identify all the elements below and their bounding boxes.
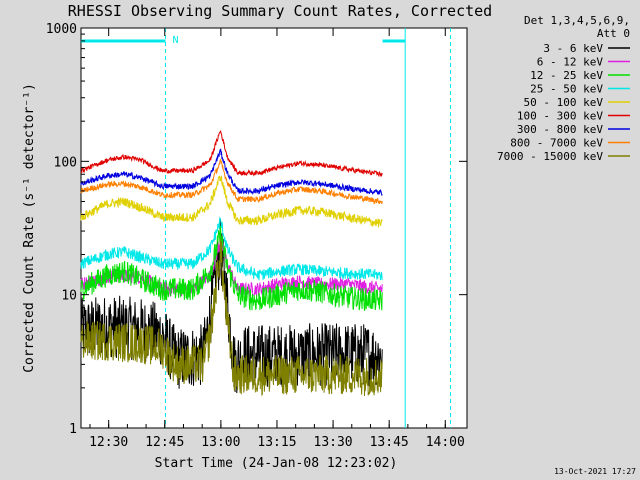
series-line-800-7000keV — [80, 158, 383, 205]
footer-timestamp: 13-Oct-2021 17:27 — [554, 467, 636, 476]
legend-label: 12 - 25 keV — [530, 69, 603, 82]
y-axis: 1 10 100 1000 — [46, 22, 467, 437]
series-line-7000-15000keV — [80, 238, 383, 397]
y-tick-label: 10 — [61, 289, 77, 304]
x-axis: 12:30 12:45 13:00 13:15 13:30 13:45 14:00 — [89, 28, 465, 450]
legend-header-line-1: Det 1,3,4,5,6,9, — [524, 14, 630, 27]
series-line-300-800keV — [80, 148, 383, 196]
legend-label: 6 - 12 keV — [537, 56, 604, 69]
chart-title: RHESSI Observing Summary Count Rates, Co… — [68, 2, 492, 20]
series-line-25-50keV — [80, 216, 383, 281]
x-tick-label: 14:00 — [426, 435, 465, 450]
series-line-12-25keV — [80, 225, 383, 311]
night-markers: N — [81, 28, 452, 428]
x-tick-label: 13:15 — [257, 435, 296, 450]
legend-label: 3 - 6 keV — [543, 42, 603, 55]
legend-label: 7000 - 15000 keV — [497, 150, 603, 163]
x-tick-label: 13:45 — [370, 435, 409, 450]
y-tick-label: 1000 — [46, 22, 77, 37]
x-tick-label: 13:00 — [201, 435, 240, 450]
legend-label: 25 - 50 keV — [530, 83, 603, 96]
y-tick-label: 100 — [54, 155, 77, 170]
night-label: N — [172, 35, 178, 46]
x-tick-label: 13:30 — [314, 435, 353, 450]
y-tick-label: 1 — [69, 422, 77, 437]
legend-label: 100 - 300 keV — [517, 110, 603, 123]
series-layer — [80, 129, 383, 397]
x-tick-label: 12:45 — [145, 435, 184, 450]
legend-label: 50 - 100 keV — [524, 96, 604, 109]
series-line-50-100keV — [80, 175, 383, 228]
legend-label: 300 - 800 keV — [517, 123, 603, 136]
legend-header-line-2: Att 0 — [597, 27, 630, 40]
plot-area: N — [80, 27, 468, 429]
x-axis-label: Start Time (24-Jan-08 12:23:02) — [155, 456, 398, 471]
x-tick-label: 12:30 — [89, 435, 128, 450]
y-axis-label: Corrected Count Rate (s⁻¹ detector⁻¹) — [22, 83, 37, 373]
legend-label: 800 - 7000 keV — [510, 137, 603, 150]
series-line-100-300keV — [80, 129, 383, 178]
